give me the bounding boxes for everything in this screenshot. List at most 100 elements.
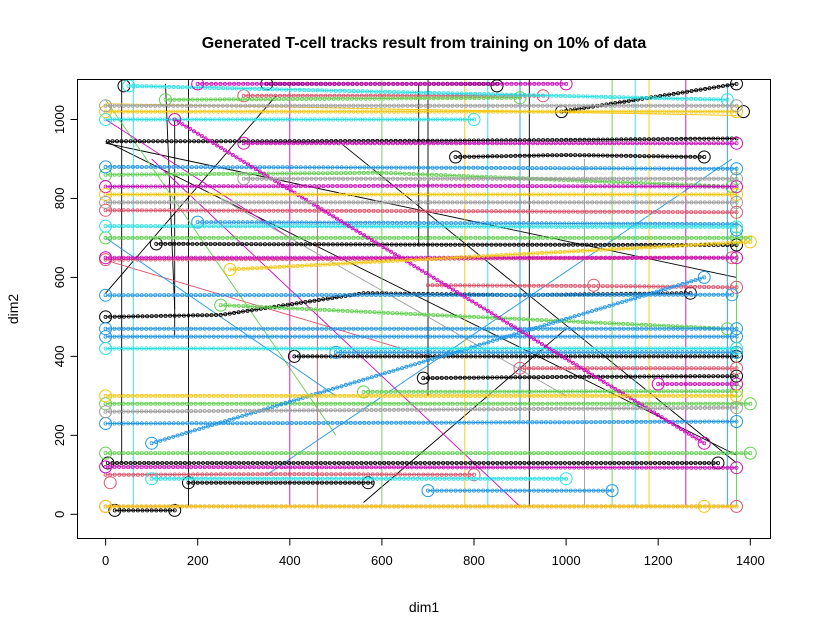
track-3 [99,286,697,324]
track-53 [99,401,743,419]
track-end-25 [730,162,743,176]
track-end-13 [730,280,743,294]
track-0 [105,80,750,144]
track-end-45 [697,436,711,450]
track-end-7 [361,476,375,490]
track-line-34 [105,225,737,228]
track-points-25 [103,164,739,171]
x-axis-label: dim1 [409,599,440,615]
track-line-45 [174,119,705,444]
track-19 [99,446,757,460]
track-start-30 [191,215,205,229]
track-line-9 [455,154,705,158]
track-end-32 [697,270,711,284]
track-points-18 [103,235,753,240]
track-points-54 [241,176,739,181]
track-start-7 [182,476,195,490]
track-end-9 [697,150,711,164]
track-29 [99,415,743,430]
y-axis: 0 200 400 600 800 1000 [52,105,78,518]
track-35 [99,113,481,126]
track-start-31 [421,484,435,498]
track-points-28 [103,326,739,331]
track-start-41 [191,80,205,91]
track-21 [357,384,743,399]
track-start-33 [329,345,343,359]
track-segment-33 [220,198,567,397]
track-31 [421,484,619,498]
track-end-53 [730,401,743,415]
track-start-36 [99,342,113,355]
track-51 [99,99,743,113]
track-start-43 [99,460,113,474]
y-tick-label-5: 1000 [52,105,67,134]
track-8 [108,503,182,517]
track-50 [223,235,757,276]
track-segment-28 [105,119,291,239]
track-end-16 [730,361,743,375]
track-5 [416,369,743,385]
track-points-0 [105,136,739,144]
track-start-34 [99,219,113,233]
track-points-19 [103,451,753,456]
track-points-30 [195,220,739,227]
track-end-54 [730,172,743,186]
track-38 [122,80,734,107]
track-points-37 [149,476,569,481]
track-points-24 [218,303,730,331]
y-axis-label: dim2 [5,294,21,325]
track-end-41 [559,80,573,91]
track-end-51 [730,99,743,113]
track-start-32 [145,436,159,450]
track-2 [101,456,725,470]
track-44 [651,377,743,391]
track-points-34 [103,224,739,229]
track-33 [329,345,743,359]
track-points-44 [656,382,739,386]
track-start-40 [99,251,113,265]
track-13 [426,278,743,294]
track-start-15 [103,476,117,490]
track-points-31 [426,488,615,493]
track-end-50 [743,235,757,249]
track-16 [513,361,743,375]
track-start-50 [223,263,237,276]
track-42 [237,136,743,150]
track-line-22 [165,97,521,101]
track-points-15 [103,472,477,477]
chart-title: Generated T-cell tracks result from trai… [202,35,647,52]
track-start-14 [237,89,251,103]
track-points-51 [103,103,739,108]
track-1 [149,237,743,252]
track-segment-21 [105,237,337,397]
track-start-37 [145,472,159,486]
track-start-16 [513,361,527,375]
track-end-29 [730,415,743,428]
track-34 [99,219,743,234]
track-end-43 [730,461,743,475]
track-18 [99,231,753,245]
track-end-40 [730,251,743,265]
x-tick-label-3: 600 [371,553,393,568]
track-points-43 [103,464,739,470]
y-tick-label-2: 400 [52,346,67,368]
y-tick-label-4: 800 [52,188,67,210]
track-43 [99,460,743,475]
track-points-9 [453,153,707,159]
track-points-16 [518,366,739,371]
track-start-38 [122,80,136,93]
track-41 [191,80,573,91]
track-end-52 [730,195,743,209]
track-points-41 [195,81,569,86]
track-segment-27 [151,158,521,507]
track-start-49 [99,499,113,513]
y-tick-label-1: 200 [52,424,67,446]
x-tick-label-5: 1000 [552,553,581,568]
track-39 [99,180,743,194]
track-start-48 [99,389,113,403]
track-36 [99,342,743,355]
track-start-19 [99,446,113,460]
track-end-23 [743,397,757,411]
track-points-47 [103,192,739,197]
plot-area [99,80,757,517]
